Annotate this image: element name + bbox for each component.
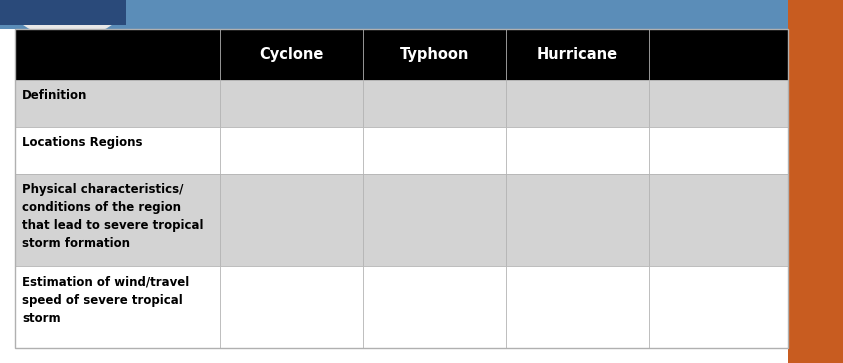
Bar [15, 174, 220, 266]
Text: Locations Regions: Locations Regions [22, 136, 142, 149]
Text: Cyclone: Cyclone [260, 47, 324, 62]
Bar [788, 0, 843, 363]
Bar [506, 29, 649, 79]
Text: Physical characteristics/
conditions of the region
that lead to severe tropical
: Physical characteristics/ conditions of … [22, 183, 203, 250]
Bar [649, 79, 788, 127]
Bar [649, 174, 788, 266]
Bar [220, 29, 363, 79]
Bar [0, 0, 843, 29]
Bar [15, 127, 220, 174]
Bar [649, 266, 788, 348]
Bar [220, 174, 363, 266]
Bar [506, 174, 649, 266]
Text: Hurricane: Hurricane [537, 47, 618, 62]
Bar [363, 174, 506, 266]
Ellipse shape [17, 0, 118, 36]
Bar [0, 0, 126, 25]
Bar [15, 29, 220, 79]
Bar [363, 79, 506, 127]
Bar [15, 29, 788, 348]
Bar [649, 29, 788, 79]
Bar [363, 29, 506, 79]
Bar [506, 79, 649, 127]
Text: Definition: Definition [22, 89, 88, 102]
Bar [363, 127, 506, 174]
Bar [15, 266, 220, 348]
Bar [220, 266, 363, 348]
Bar [15, 79, 220, 127]
Bar [220, 127, 363, 174]
Text: Typhoon: Typhoon [400, 47, 470, 62]
Bar [363, 266, 506, 348]
Bar [15, 29, 788, 348]
Bar [506, 266, 649, 348]
Bar [649, 127, 788, 174]
Bar [506, 127, 649, 174]
Bar [220, 79, 363, 127]
Text: Estimation of wind/travel
speed of severe tropical
storm: Estimation of wind/travel speed of sever… [22, 276, 189, 325]
